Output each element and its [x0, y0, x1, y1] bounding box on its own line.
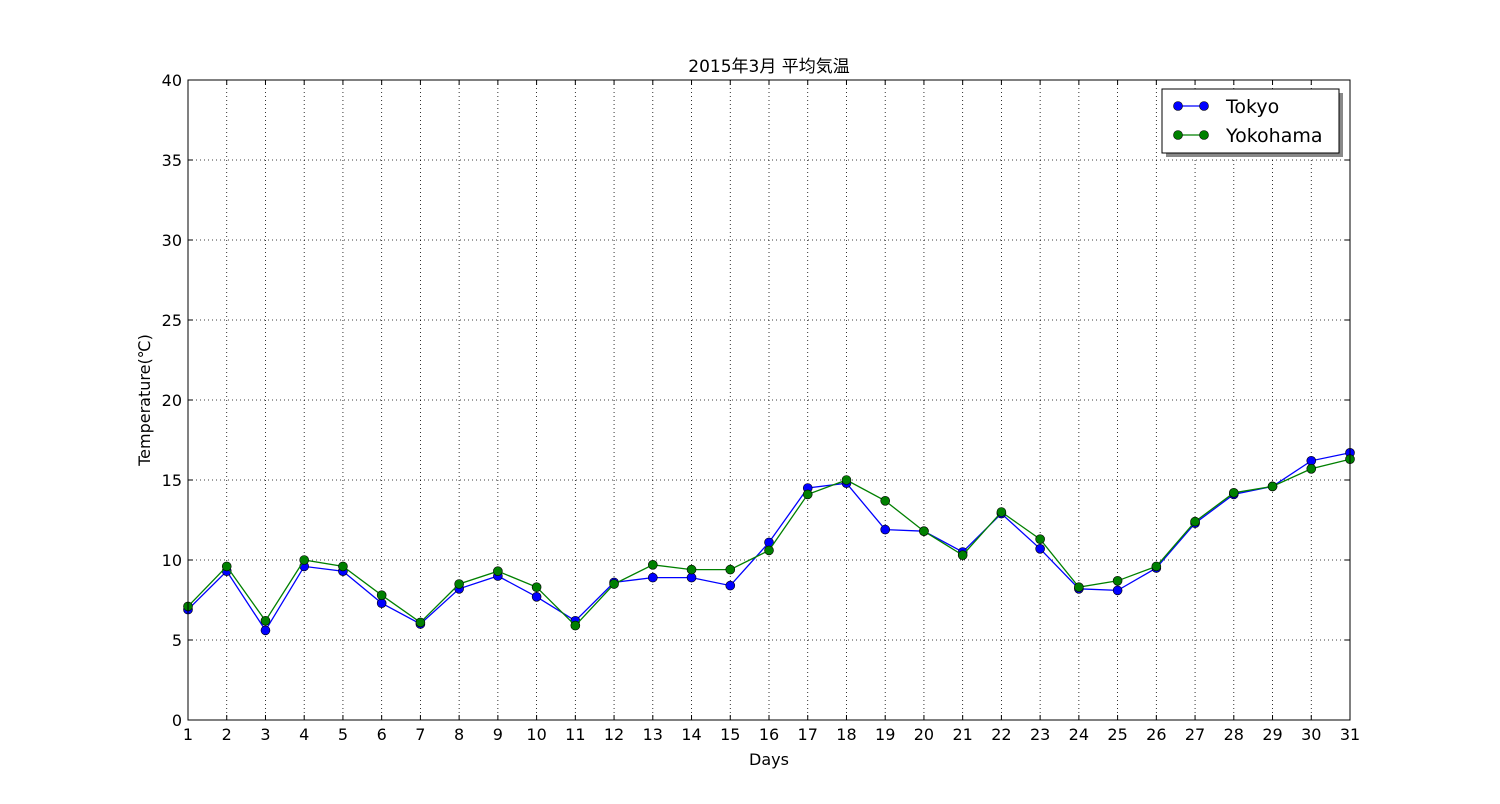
y-tick-label: 0 — [172, 711, 182, 730]
x-tick-label: 8 — [454, 725, 464, 744]
x-tick-label: 19 — [875, 725, 895, 744]
data-point-yokohama — [531, 582, 542, 593]
x-tick-label: 24 — [1069, 725, 1089, 744]
x-axis-label: Days — [749, 750, 789, 769]
data-point-tokyo — [531, 591, 542, 602]
y-tick-labels: 0 5 10 15 20 25 30 35 40 — [162, 71, 182, 730]
legend-marker-yokohama — [1173, 130, 1183, 140]
x-tick-label: 7 — [415, 725, 425, 744]
x-tick-label: 11 — [565, 725, 585, 744]
x-tick-label: 31 — [1340, 725, 1360, 744]
x-tick-label: 12 — [604, 725, 624, 744]
x-tick-label: 27 — [1185, 725, 1205, 744]
data-point-yokohama — [415, 617, 426, 628]
y-axis-label: Temperature(℃) — [135, 334, 154, 467]
data-point-yokohama — [1306, 463, 1317, 474]
chart-title: 2015年3月 平均気温 — [688, 57, 849, 77]
legend-label-yokohama: Yokohama — [1225, 125, 1323, 147]
data-point-tokyo — [376, 598, 387, 609]
x-tick-label: 15 — [720, 725, 740, 744]
data-point-yokohama — [996, 507, 1007, 517]
legend-box — [1161, 88, 1340, 154]
legend-marker-yokohama — [1199, 130, 1209, 140]
data-point-yokohama — [725, 564, 736, 575]
legend-marker-tokyo — [1199, 101, 1209, 111]
data-point-tokyo — [1306, 455, 1317, 466]
data-point-yokohama — [1151, 561, 1162, 572]
data-point-tokyo — [1035, 543, 1045, 554]
data-point-yokohama — [609, 579, 619, 589]
legend: Tokyo Yokohama — [1161, 88, 1343, 157]
x-tick-label: 26 — [1146, 725, 1166, 744]
data-point-yokohama — [260, 615, 271, 626]
x-tick-label: 3 — [260, 725, 270, 744]
data-point-yokohama — [764, 545, 774, 556]
x-tick-label: 30 — [1301, 725, 1321, 744]
data-point-yokohama — [376, 590, 387, 601]
x-tick-label: 16 — [759, 725, 779, 744]
data-point-yokohama — [1035, 534, 1045, 545]
y-tick-label: 25 — [162, 311, 182, 330]
data-point-yokohama — [570, 620, 581, 631]
x-tick-label: 28 — [1224, 725, 1244, 744]
data-point-tokyo — [1112, 585, 1123, 596]
data-point-yokohama — [1190, 516, 1200, 527]
y-tick-label: 35 — [162, 151, 182, 170]
x-tick-label: 6 — [377, 725, 387, 744]
x-tick-label: 18 — [836, 725, 856, 744]
data-point-yokohama — [299, 555, 310, 565]
legend-label-tokyo: Tokyo — [1225, 96, 1279, 118]
legend-marker-tokyo — [1173, 101, 1183, 111]
y-tick-label: 40 — [162, 71, 182, 90]
x-tick-label: 5 — [338, 725, 348, 744]
data-point-yokohama — [957, 550, 968, 561]
data-point-yokohama — [1229, 487, 1239, 498]
data-point-yokohama — [221, 561, 232, 572]
data-point-tokyo — [260, 625, 271, 636]
x-tick-label: 4 — [299, 725, 309, 744]
data-point-tokyo — [880, 524, 891, 535]
data-point-yokohama — [1267, 481, 1278, 492]
x-tick-label: 29 — [1262, 725, 1282, 744]
tick-layer — [187, 79, 1351, 721]
x-tick-label: 2 — [222, 725, 232, 744]
data-point-yokohama — [338, 561, 348, 572]
data-point-yokohama — [841, 475, 852, 485]
data-point-tokyo — [647, 572, 658, 583]
data-point-yokohama — [493, 566, 503, 577]
x-tick-label: 23 — [1030, 725, 1050, 744]
data-point-tokyo — [686, 572, 697, 583]
y-tick-label: 20 — [162, 391, 182, 410]
y-tick-label: 10 — [162, 551, 182, 570]
grid-layer — [188, 80, 1350, 720]
data-point-yokohama — [919, 526, 929, 537]
x-tick-label: 1 — [183, 725, 193, 744]
x-tick-label: 14 — [681, 725, 701, 744]
data-point-yokohama — [1112, 575, 1123, 586]
x-tick-label: 20 — [914, 725, 934, 744]
x-tick-label: 17 — [798, 725, 818, 744]
x-tick-label: 21 — [952, 725, 972, 744]
data-point-yokohama — [802, 489, 813, 500]
y-tick-label: 30 — [162, 231, 182, 250]
data-point-yokohama — [454, 579, 464, 589]
x-tick-label: 22 — [991, 725, 1011, 744]
data-point-yokohama — [686, 564, 697, 575]
data-point-yokohama — [647, 559, 658, 570]
series-layer — [183, 447, 1355, 636]
data-point-tokyo — [725, 580, 736, 591]
x-tick-label: 9 — [493, 725, 503, 744]
x-tick-labels: 1 2 3 4 5 6 7 8 9 10 11 12 13 14 15 16 17 18 19 20 21 22 23 24 2… — [183, 725, 1360, 744]
x-tick-label: 25 — [1107, 725, 1127, 744]
x-tick-label: 10 — [526, 725, 546, 744]
data-point-yokohama — [880, 495, 891, 506]
x-tick-label: 13 — [643, 725, 663, 744]
y-tick-label: 15 — [162, 471, 182, 490]
data-point-yokohama — [1074, 582, 1084, 593]
y-tick-label: 5 — [172, 631, 182, 650]
